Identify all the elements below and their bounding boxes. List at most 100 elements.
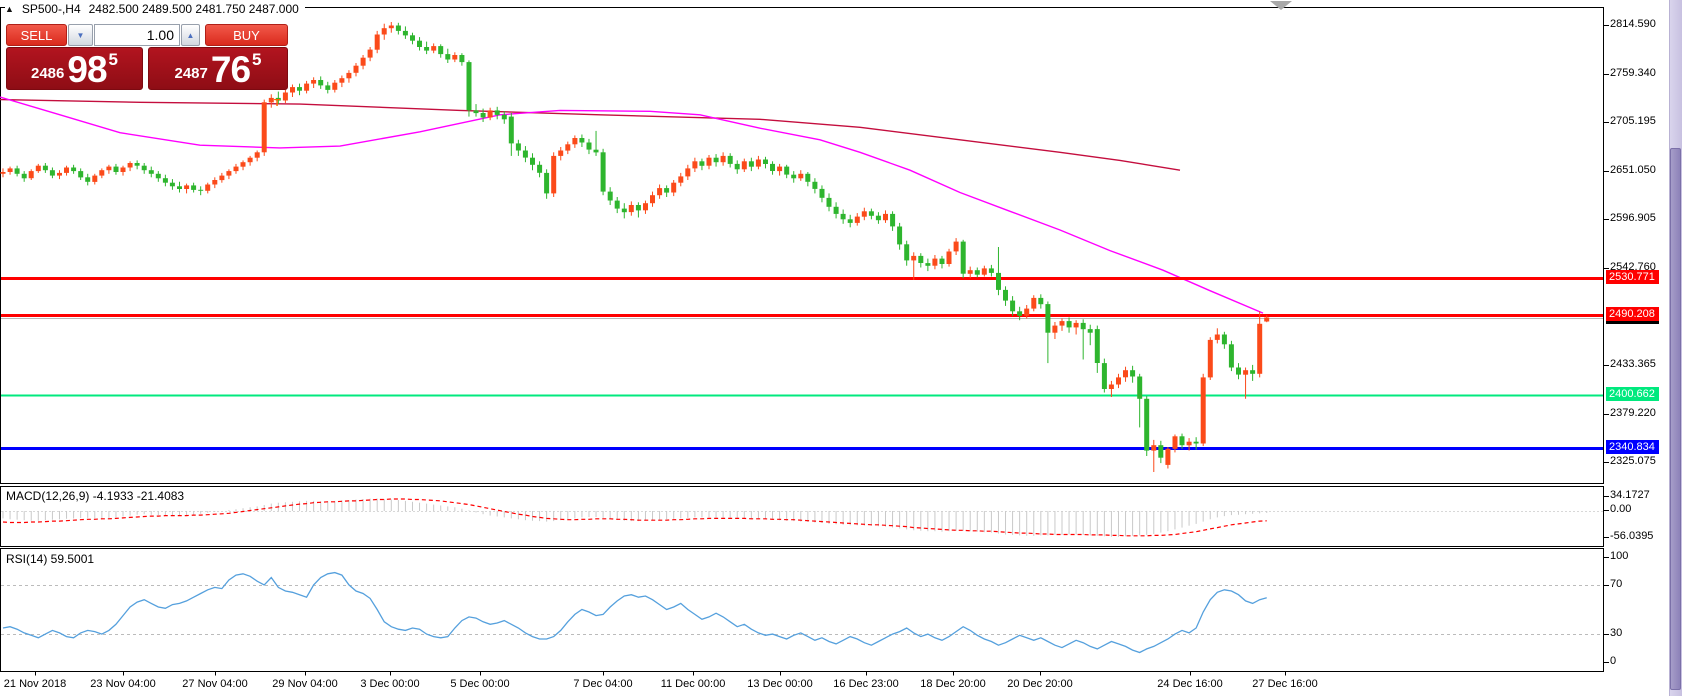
volume-increase-button[interactable]: ▲ <box>181 24 200 46</box>
candle-body <box>996 272 1001 290</box>
collapse-triangle-icon[interactable]: ▲ <box>5 4 14 14</box>
candle-body <box>967 270 973 274</box>
candle-body <box>946 251 952 264</box>
time-axis-label: 23 Nov 04:00 <box>90 678 156 690</box>
candle-body <box>798 173 804 179</box>
candle-body <box>692 161 698 169</box>
time-axis-label: 16 Dec 23:00 <box>833 678 899 690</box>
level-price-tag: 2400.662 <box>1606 387 1659 401</box>
candle-body <box>268 97 274 103</box>
candle-body <box>741 161 747 170</box>
level-price-tag: 2530.771 <box>1606 270 1659 284</box>
candle-body <box>148 170 154 174</box>
candle-body <box>621 208 627 213</box>
candle-body <box>1257 323 1263 374</box>
candle-body <box>184 185 190 189</box>
candle-body <box>1158 445 1164 458</box>
candle-body <box>628 205 634 213</box>
ask-big-digits: 76 <box>210 49 251 90</box>
candle-body <box>572 138 578 145</box>
candle-body <box>7 168 13 172</box>
candle-body <box>1038 297 1044 305</box>
axis-label: 2596.905 <box>1610 212 1656 224</box>
candle-body <box>360 57 366 66</box>
candle-body <box>593 149 599 153</box>
one-click-trading-widget: SELL ▼ ▲ BUY 2486 98 5 2487 76 5 <box>6 24 288 90</box>
candle-body <box>417 40 422 47</box>
time-axis-label: 20 Dec 20:00 <box>1007 678 1073 690</box>
candle-body <box>1087 329 1093 333</box>
candle-body <box>297 87 302 91</box>
candle-body <box>614 200 620 209</box>
candle-body <box>247 157 253 163</box>
candle-body <box>452 55 458 60</box>
level-price-tag: 2490.208 <box>1606 307 1659 321</box>
macd-label: MACD(12,26,9) -4.1933 -21.4083 <box>6 489 185 503</box>
candle-body <box>868 211 874 216</box>
rsi-label: RSI(14) 59.5001 <box>6 552 95 566</box>
ask-prefix: 2487 <box>174 65 208 82</box>
axis-label: 30 <box>1610 627 1623 639</box>
candle-body <box>727 155 733 164</box>
candle-body <box>445 54 451 60</box>
candle-body <box>1059 321 1065 326</box>
candle-body <box>890 213 896 227</box>
candle-body <box>325 85 331 90</box>
candle-body <box>155 173 161 179</box>
candle-body <box>925 263 931 266</box>
volume-dropdown-button[interactable]: ▼ <box>68 24 93 46</box>
candle-body <box>706 157 712 166</box>
sell-button[interactable]: SELL <box>6 24 67 46</box>
ask-price-panel[interactable]: 2487 76 5 <box>148 47 288 90</box>
candle-body <box>106 166 112 171</box>
bid-price-panel[interactable]: 2486 98 5 <box>6 47 143 90</box>
level-price-tag: 2340.834 <box>1606 440 1659 454</box>
candle-body <box>904 244 910 261</box>
candle-body <box>261 102 267 153</box>
candle-body <box>755 159 761 167</box>
candle-body <box>339 78 345 83</box>
candle-body <box>198 189 204 191</box>
candle-body <box>57 172 62 176</box>
candle-body <box>1101 363 1107 389</box>
candle-body <box>346 72 352 79</box>
candle-body <box>494 110 500 115</box>
buy-button[interactable]: BUY <box>205 24 288 46</box>
bid-sup-digit: 5 <box>108 50 118 69</box>
candle-body <box>1172 436 1178 449</box>
time-axis-label: 21 Nov 2018 <box>3 678 67 690</box>
scroll-to-end-icon[interactable] <box>1270 1 1292 10</box>
candle-body <box>466 62 472 111</box>
time-axis-label: 18 Dec 20:00 <box>920 678 986 690</box>
candle-body <box>777 166 783 172</box>
candle-body <box>113 166 119 172</box>
candle-body <box>134 163 140 166</box>
candle-body <box>487 110 493 118</box>
vertical-scrollbar-thumb[interactable] <box>1670 148 1681 690</box>
time-axis-label: 11 Dec 00:00 <box>660 678 726 690</box>
candle-body <box>388 25 394 29</box>
candle-body <box>410 35 415 41</box>
time-axis-label: 24 Dec 16:00 <box>1157 678 1223 690</box>
candle-body <box>1066 321 1072 328</box>
candle-body <box>367 49 373 58</box>
candle-body <box>530 157 535 165</box>
candle-body <box>1052 325 1058 333</box>
time-axis-label: 13 Dec 00:00 <box>747 678 813 690</box>
candle-body <box>205 184 211 191</box>
candle-body <box>120 167 126 172</box>
candle-body <box>226 171 232 176</box>
volume-input[interactable] <box>94 24 180 46</box>
candle-body <box>1144 398 1150 451</box>
candle-body <box>1236 367 1241 375</box>
candle-body <box>685 168 691 177</box>
candle-body <box>1003 289 1008 301</box>
candle-body <box>402 30 408 36</box>
candle-body <box>1165 448 1171 465</box>
candle-body <box>650 195 655 204</box>
candle-body <box>127 163 133 168</box>
axis-label: 2379.220 <box>1610 407 1656 419</box>
candle-body <box>664 188 670 193</box>
candle-body <box>1137 376 1143 399</box>
